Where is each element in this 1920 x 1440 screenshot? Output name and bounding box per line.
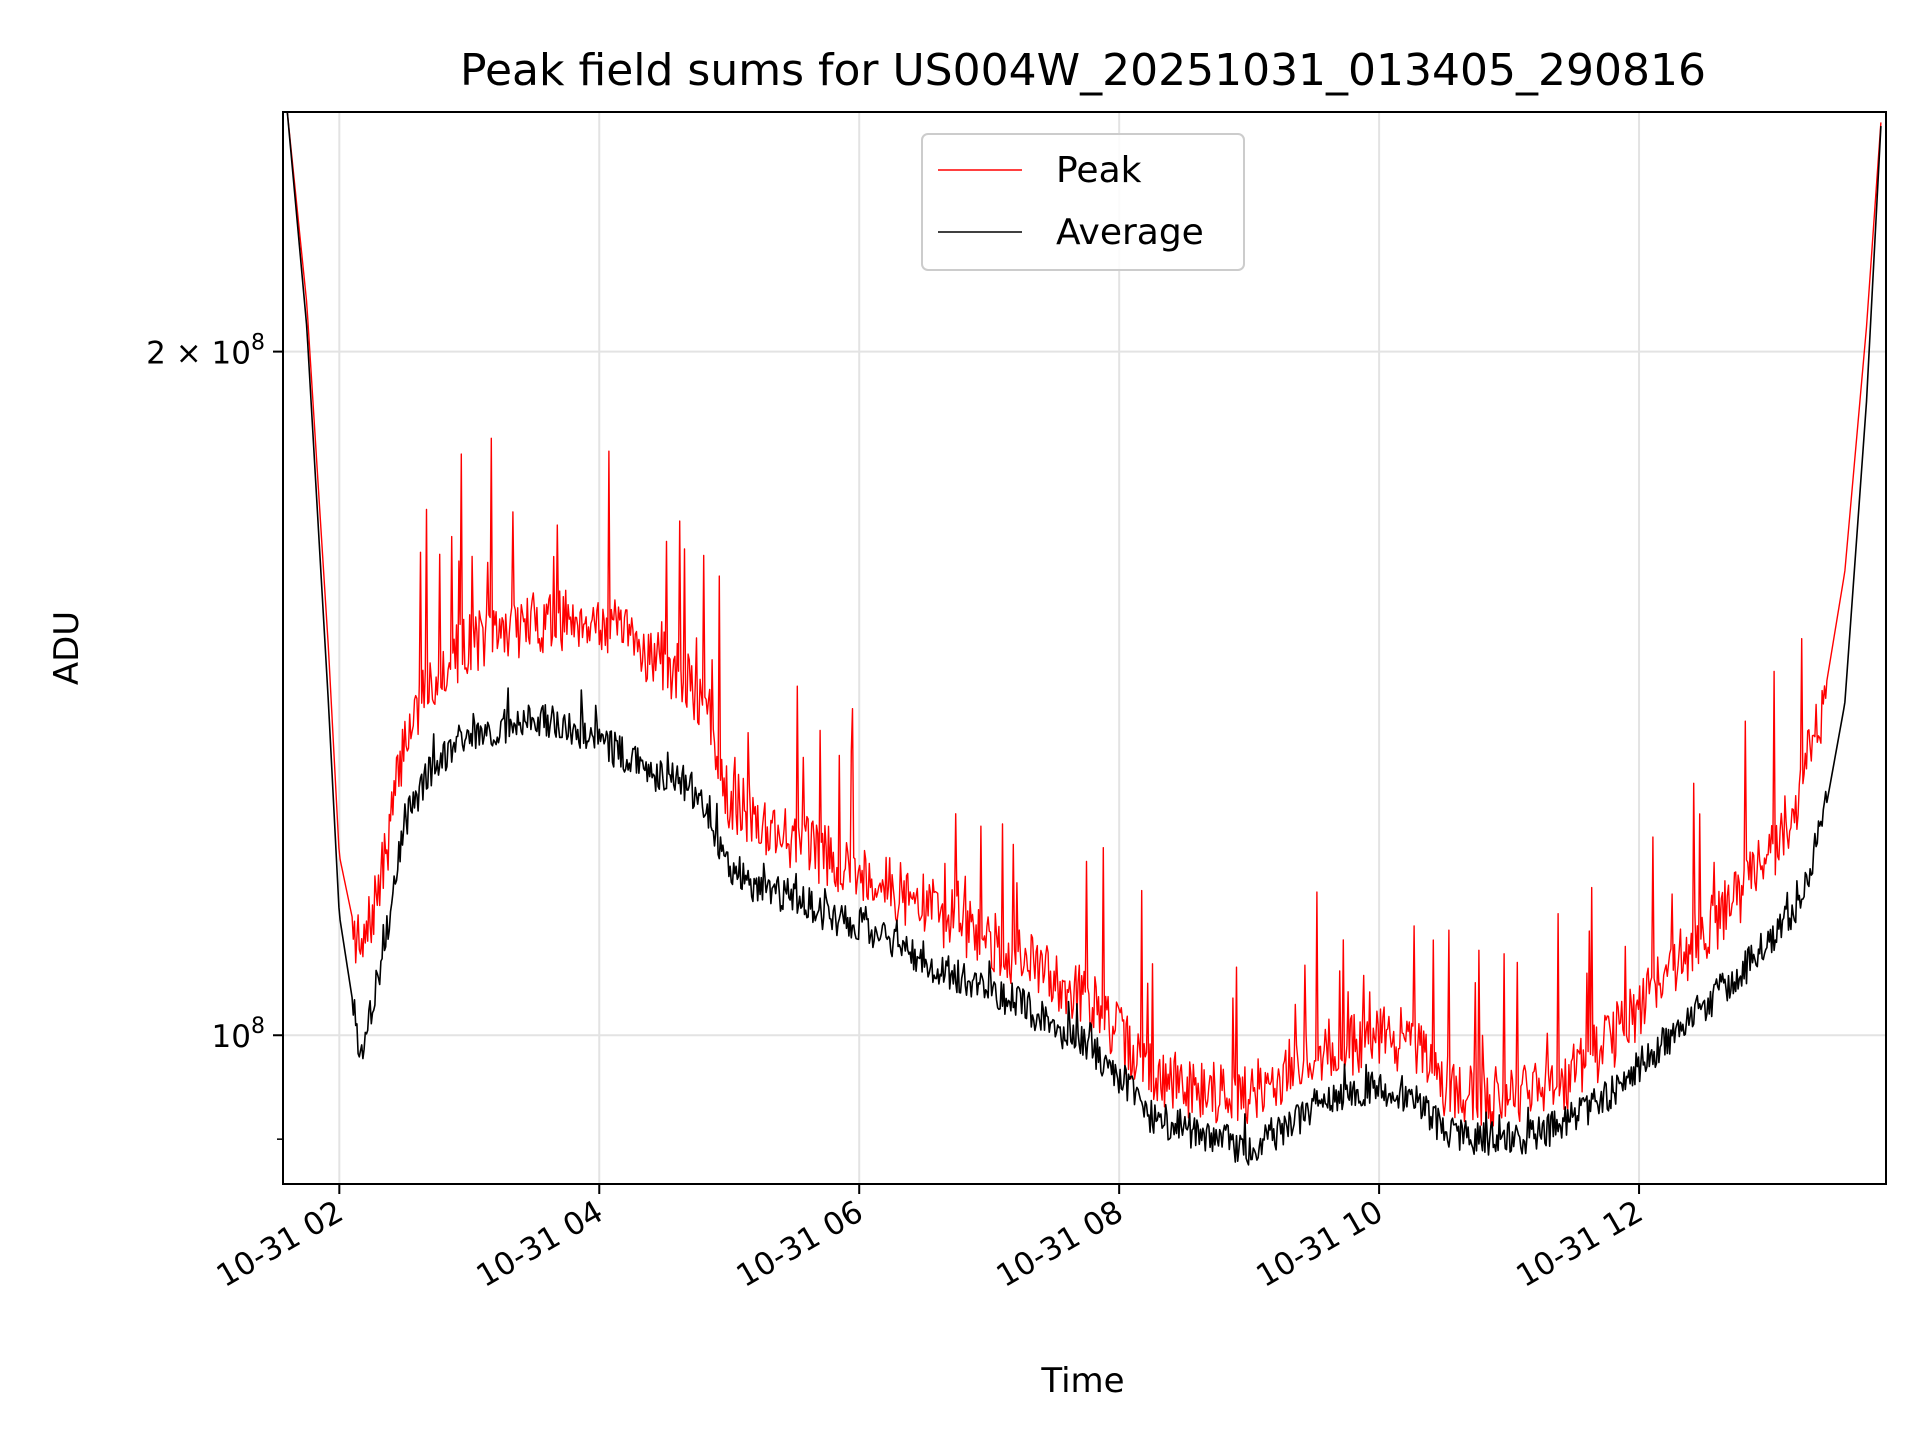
y-tick-label: 2 × 108	[146, 331, 265, 372]
chart-title: Peak field sums for US004W_20251031_0134…	[460, 45, 1706, 96]
plot-frame	[282, 111, 1887, 1185]
series-line-peak	[286, 112, 1882, 1128]
y-axis: 2 × 108 108	[146, 331, 283, 1140]
y-axis-label: ADU	[47, 611, 87, 685]
legend-label-average: Average	[1056, 212, 1204, 253]
series-line-average	[286, 112, 1882, 1166]
legend-label-peak: Peak	[1056, 150, 1142, 191]
grid-lines	[283, 112, 1886, 1184]
legend-frame	[921, 133, 1245, 271]
y-tick-label: 108	[212, 1014, 265, 1055]
legend: Peak Average	[921, 133, 1245, 271]
x-axis-label: Time	[1040, 1361, 1124, 1401]
